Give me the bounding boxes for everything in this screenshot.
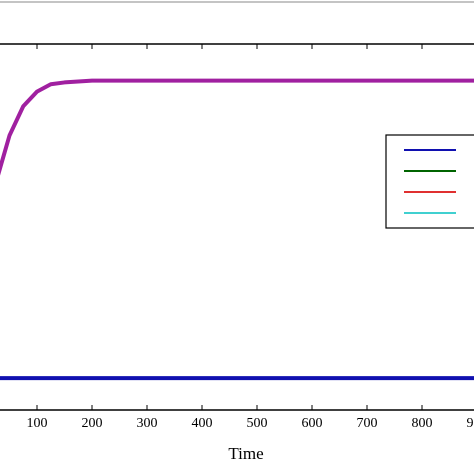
x-tick-label: 500	[247, 416, 268, 431]
x-tick-label: 300	[137, 416, 158, 431]
x-tick-label: 800	[412, 416, 433, 431]
x-tick-label: 400	[192, 416, 213, 431]
x-tick-label: 100	[27, 416, 48, 431]
x-axis-label: Time	[228, 444, 263, 463]
legend-box	[385, 134, 474, 229]
series-line	[0, 78, 474, 176]
x-tick-label: 700	[357, 416, 378, 431]
x-tick-label: 900	[467, 416, 474, 431]
x-tick-label: 600	[302, 416, 323, 431]
x-tick-label: 200	[82, 416, 103, 431]
